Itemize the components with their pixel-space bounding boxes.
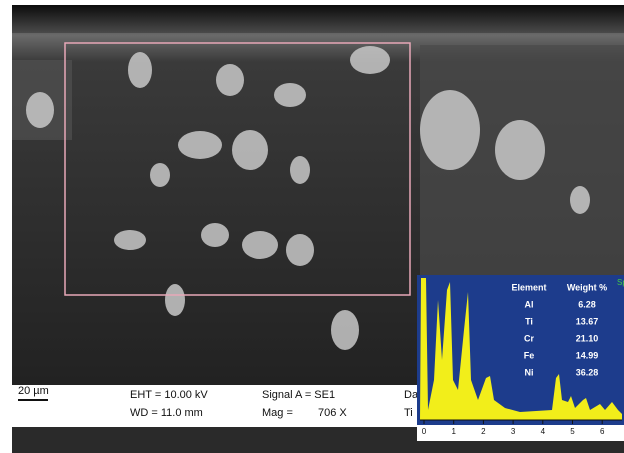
x-tick-label: 4	[541, 427, 546, 436]
weight-cell: 21.10	[576, 333, 599, 343]
element-cell: Al	[525, 299, 534, 309]
particle	[165, 284, 185, 316]
particle	[232, 130, 268, 170]
x-tick-label: 6	[600, 427, 605, 436]
element-cell: Fe	[524, 350, 535, 360]
cut-label: Sp	[617, 278, 624, 287]
table-header: Element	[511, 282, 546, 292]
particle	[274, 83, 306, 107]
particle	[331, 310, 359, 350]
table-header: Weight %	[567, 282, 607, 292]
particle	[150, 163, 170, 187]
particle	[114, 230, 146, 250]
signal: Signal A = SE1	[262, 389, 335, 401]
eds-inset: Sp Element Weight % Al 6.28 Ti 13.67 Cr 21.10 Fe…	[417, 275, 624, 441]
element-cell: Ni	[525, 367, 534, 377]
cut-text: Ti	[404, 407, 413, 419]
weight-cell: 36.28	[576, 367, 599, 377]
particle	[216, 64, 244, 96]
figure: 20 µm EHT = 10.00 kV WD = 11.0 mm Signal…	[0, 0, 624, 453]
element-cell: Ti	[525, 316, 533, 326]
x-tick-label: 3	[511, 427, 516, 436]
weight-cell: 13.67	[576, 316, 599, 326]
particle	[201, 223, 229, 247]
particle	[286, 234, 314, 266]
particle	[570, 186, 590, 214]
particle	[420, 90, 480, 170]
particle	[350, 46, 390, 74]
particle	[178, 131, 222, 159]
weight-cell: 6.28	[578, 299, 596, 309]
particle	[128, 52, 152, 88]
particle	[242, 231, 278, 259]
mag-value: 706 X	[318, 407, 347, 419]
particle	[290, 156, 310, 184]
x-tick-label: 0	[422, 427, 427, 436]
weight-cell: 14.99	[576, 350, 599, 360]
x-tick-label: 5	[570, 427, 575, 436]
x-tick-label: 1	[451, 427, 456, 436]
mag-label: Mag =	[262, 407, 293, 419]
particle	[495, 120, 545, 180]
wd: WD = 11.0 mm	[130, 407, 203, 419]
scale-label: 20 µm	[18, 385, 49, 397]
element-cell: Cr	[524, 333, 534, 343]
x-tick-label: 2	[481, 427, 486, 436]
eht: EHT = 10.00 kV	[130, 389, 208, 401]
cut-text: Da	[404, 389, 419, 401]
particle	[26, 92, 54, 128]
